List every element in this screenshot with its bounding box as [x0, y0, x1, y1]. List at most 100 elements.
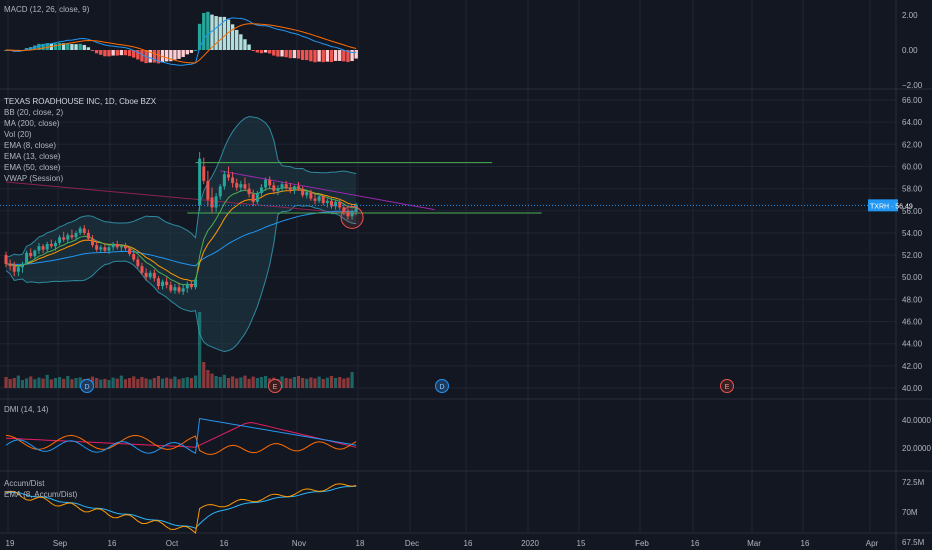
macd-histogram-bar — [243, 39, 247, 50]
dmi-legend: DMI (14, 14) — [4, 404, 48, 415]
candle-body — [255, 193, 259, 202]
volume-bar — [152, 378, 156, 388]
time-axis-label: 16 — [464, 539, 473, 548]
price-tick-label: 66.00 — [902, 96, 923, 105]
volume-bar — [16, 375, 20, 388]
ad-legend-title[interactable]: Accum/Dist — [4, 479, 45, 488]
macd-histogram-bar — [321, 50, 325, 63]
candle-body — [119, 246, 123, 248]
macd-histogram-bar — [350, 50, 354, 62]
candle-body — [276, 188, 280, 191]
macd-histogram-bar — [169, 50, 173, 62]
macd-histogram-bar — [354, 50, 358, 59]
dmi-plus-line — [5, 418, 357, 454]
macd-histogram-bar — [148, 50, 152, 63]
candle-body — [284, 184, 288, 188]
candle-body — [91, 238, 95, 246]
macd-histogram-bar — [247, 44, 251, 50]
time-axis-label: 15 — [577, 539, 586, 548]
trendline — [220, 170, 435, 211]
volume-bar — [350, 372, 354, 388]
bb-legend[interactable]: BB (20, close, 2) — [4, 108, 64, 117]
last-price-label: TXRH · 56.49 — [870, 203, 913, 210]
macd-histogram-bar — [284, 50, 288, 58]
time-axis-label: 16 — [108, 539, 117, 548]
volume-bar — [144, 378, 148, 388]
macd-histogram-bar — [317, 50, 321, 62]
time-axis-label: Feb — [635, 539, 649, 548]
time-axis-label: Nov — [292, 539, 306, 548]
macd-histogram-bar — [206, 11, 210, 51]
volume-bar — [140, 377, 144, 388]
macd-line — [5, 17, 357, 66]
macd-histogram-bar — [342, 50, 346, 62]
candle-body — [161, 281, 165, 287]
time-axis-label: Sep — [53, 539, 68, 548]
macd-histogram-bar — [305, 50, 309, 61]
candle-body — [53, 242, 57, 247]
ad-tick-label: 67.5M — [902, 538, 925, 547]
candle-body — [288, 187, 292, 190]
volume-bar — [99, 379, 103, 388]
price-tick-label: 48.00 — [902, 295, 923, 304]
macd-histogram-bar — [346, 50, 350, 63]
candle-body — [74, 232, 78, 238]
candle-body — [37, 246, 41, 251]
macd-histogram-bar — [202, 13, 206, 50]
volume-bar — [292, 377, 296, 388]
candle-body — [243, 184, 247, 189]
earnings-event-marker — [720, 379, 734, 393]
candle-body — [247, 188, 251, 195]
candle-body — [169, 284, 173, 291]
symbol-title[interactable]: TEXAS ROADHOUSE INC, 1D, Cboe BZX — [4, 97, 157, 106]
ad-ema-legend-title[interactable]: EMA (8, Accum/Dist) — [4, 490, 78, 499]
candle-body — [280, 184, 284, 189]
candle-body — [210, 197, 214, 208]
macd-histogram-bar — [90, 50, 95, 51]
vwap-legend[interactable]: VWAP (Session) — [4, 174, 64, 183]
volume-bar — [78, 377, 82, 388]
dmi-tick-label: 40.0000 — [902, 416, 931, 425]
ma200-legend[interactable]: MA (200, close) — [4, 119, 60, 128]
macd-histogram-bar — [86, 47, 91, 50]
macd-histogram-bar — [61, 43, 66, 50]
candle-body — [4, 255, 8, 264]
volume-bar — [321, 379, 325, 388]
volume-bar — [160, 378, 165, 388]
volume-legend[interactable]: Vol (20) — [4, 130, 32, 139]
price-tick-label: 64.00 — [902, 118, 923, 127]
volume-bar — [222, 374, 226, 388]
dividend-event-label: D — [439, 384, 444, 391]
ma200-line — [5, 181, 357, 215]
volume-bar — [136, 379, 140, 388]
macd-histogram-bar — [325, 50, 330, 62]
candle-body — [107, 247, 111, 251]
volume-bar — [317, 376, 321, 388]
ema50-legend[interactable]: EMA (50, close) — [4, 163, 61, 172]
candle-body — [198, 158, 202, 206]
candle-body — [317, 196, 321, 201]
volume-bar — [181, 378, 185, 388]
candle-body — [321, 196, 325, 204]
macd-histogram-bar — [132, 50, 136, 58]
candle-body — [58, 237, 62, 243]
candle-body — [95, 245, 99, 250]
dmi-tick-label: 20.0000 — [902, 444, 931, 453]
macd-histogram-bar — [259, 50, 264, 54]
candle-body — [218, 186, 222, 197]
dmi-legend-title[interactable]: DMI (14, 14) — [4, 405, 49, 414]
time-axis-label: Dec — [405, 539, 419, 548]
price-tick-label: 62.00 — [902, 140, 923, 149]
ema8-legend[interactable]: EMA (8, close) — [4, 141, 57, 150]
ema13-legend[interactable]: EMA (13, close) — [4, 152, 61, 161]
candle-body — [115, 244, 119, 248]
volume-bar — [193, 375, 198, 388]
macd-histogram-bar — [222, 16, 227, 50]
macd-histogram-bar — [53, 43, 58, 50]
candle-body — [259, 187, 263, 194]
macd-histogram-bar — [41, 43, 45, 50]
macd-histogram-bar — [57, 42, 62, 50]
macd-legend-title: MACD (12, 26, close, 9) — [4, 5, 90, 14]
candle-body — [235, 183, 239, 188]
